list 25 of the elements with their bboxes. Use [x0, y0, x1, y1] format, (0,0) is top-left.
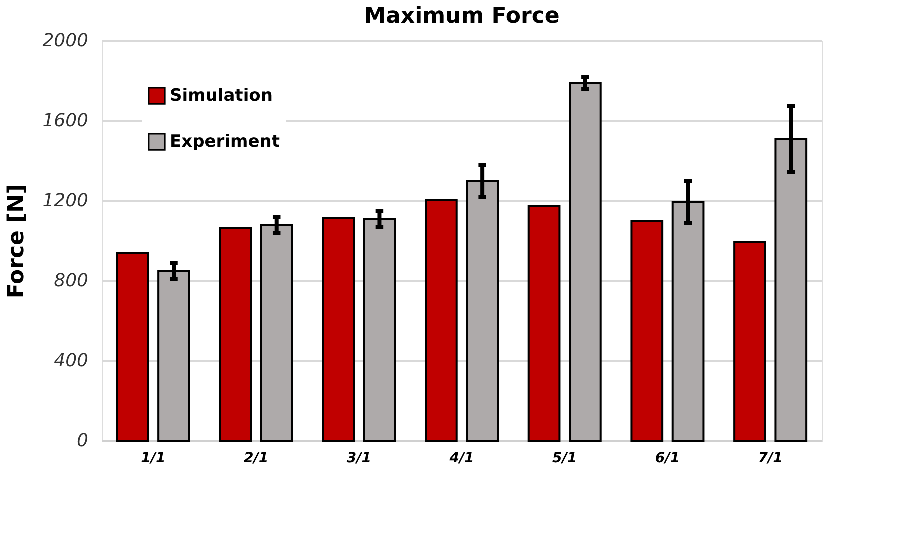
x-tick-label: 3/1 — [346, 450, 372, 466]
y-tick-label: 2000 — [42, 30, 88, 52]
x-tick-label: 5/1 — [552, 450, 578, 466]
y-tick-label: 0 — [77, 430, 88, 452]
chart-title: Maximum Force — [364, 4, 560, 29]
bar — [425, 199, 458, 442]
bar — [116, 252, 150, 442]
bar — [569, 82, 602, 442]
bar — [322, 217, 355, 442]
legend-label: Simulation — [170, 86, 273, 106]
bar — [734, 241, 766, 442]
y-tick-label: 400 — [54, 350, 88, 372]
x-tick-label: 4/1 — [448, 450, 474, 466]
x-tick-label: 1/1 — [141, 450, 166, 466]
y-tick-label: 800 — [54, 270, 88, 292]
x-tick-label: 6/1 — [655, 450, 680, 466]
bar — [528, 205, 561, 442]
y-axis-title: Force [N] — [4, 184, 30, 299]
y-tick-label: 1600 — [42, 110, 88, 132]
x-tick-label: 2/1 — [244, 450, 269, 466]
legend-label: Experiment — [170, 132, 280, 152]
y-tick-label: 1200 — [42, 190, 88, 212]
bar — [630, 220, 664, 442]
x-tick-label: 7/1 — [758, 450, 783, 466]
bar — [219, 227, 252, 442]
